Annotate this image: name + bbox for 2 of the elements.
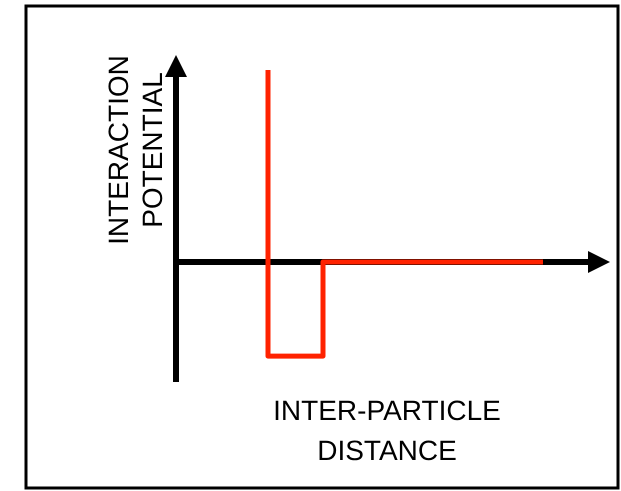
x-axis-title: INTER-PARTICLE DISTANCE (273, 395, 501, 466)
y-axis-title: INTERACTION POTENTIAL (103, 55, 168, 245)
